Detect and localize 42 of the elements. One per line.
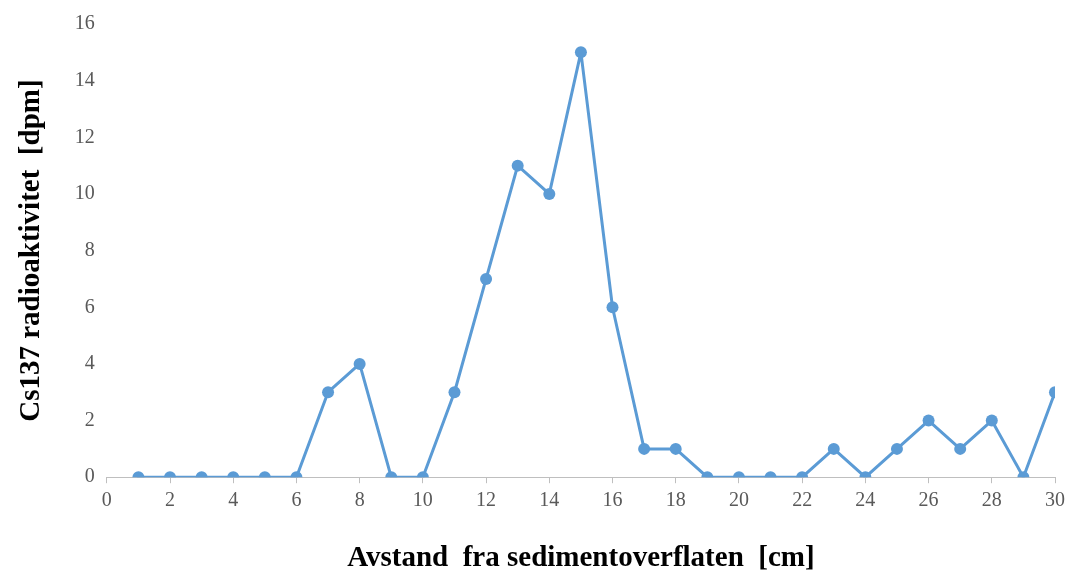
point bbox=[638, 442, 651, 455]
x-tick-label: 14 bbox=[539, 488, 560, 511]
point bbox=[954, 442, 967, 455]
point bbox=[322, 386, 335, 399]
y-tick-label: 4 bbox=[84, 351, 95, 374]
point bbox=[448, 386, 461, 399]
x-tick-label: 28 bbox=[981, 488, 1002, 511]
y-tick-label: 6 bbox=[84, 294, 95, 317]
y-tick-label: 0 bbox=[84, 464, 95, 487]
point bbox=[827, 442, 840, 455]
point bbox=[890, 442, 903, 455]
point bbox=[353, 357, 366, 370]
x-tick-label: 30 bbox=[1045, 488, 1065, 511]
x-tick-label: 0 bbox=[101, 488, 112, 511]
y-tick-label: 10 bbox=[74, 181, 95, 204]
x-tick-label: 4 bbox=[228, 488, 239, 511]
x-tick-label: 26 bbox=[918, 488, 939, 511]
point bbox=[669, 442, 682, 455]
y-tick-label: 8 bbox=[84, 237, 95, 260]
point bbox=[985, 414, 998, 427]
point bbox=[606, 301, 619, 314]
x-tick-label: 20 bbox=[728, 488, 749, 511]
x-tick-label: 10 bbox=[412, 488, 433, 511]
x-tick-label: 22 bbox=[792, 488, 813, 511]
y-tick-label: 14 bbox=[74, 67, 95, 90]
x-tick-label: 6 bbox=[291, 488, 302, 511]
point bbox=[480, 272, 493, 285]
x-tick-label: 16 bbox=[602, 488, 623, 511]
x-tick-label: 12 bbox=[476, 488, 497, 511]
point bbox=[922, 414, 935, 427]
x-axis-title: Avstand fra sedimentoverflaten [cm] bbox=[347, 540, 815, 573]
x-tick-label: 8 bbox=[354, 488, 365, 511]
y-tick-label: 12 bbox=[74, 124, 95, 147]
x-tick-label: 24 bbox=[855, 488, 876, 511]
point bbox=[543, 187, 556, 200]
y-tick-label: 2 bbox=[84, 407, 95, 430]
y-tick-label: 16 bbox=[74, 11, 95, 34]
x-tick-label: 2 bbox=[165, 488, 176, 511]
x-tick-label: 18 bbox=[665, 488, 686, 511]
y-axis-title: Cs137 radioaktivitet [dpm] bbox=[12, 79, 45, 422]
point bbox=[574, 46, 587, 59]
point bbox=[511, 159, 524, 172]
